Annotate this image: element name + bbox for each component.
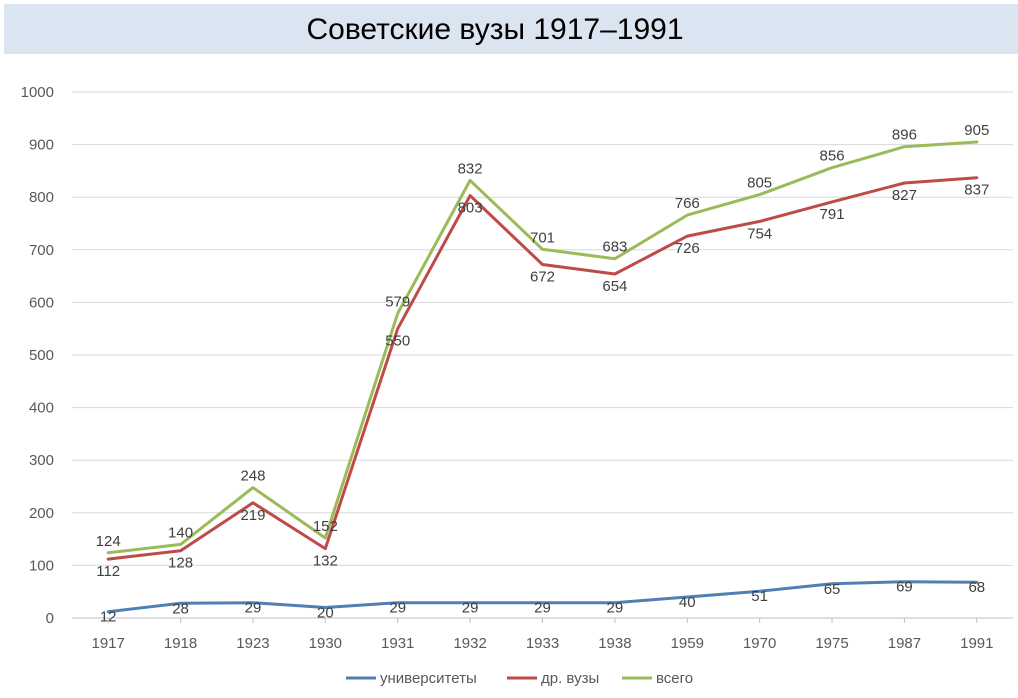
y-tick-label: 400: [29, 400, 54, 417]
series-line-2: [106, 140, 979, 555]
x-tick-label: 1933: [526, 635, 559, 652]
data-label: 51: [751, 588, 768, 605]
data-label: 701: [530, 229, 555, 246]
data-label: 248: [240, 468, 265, 485]
series-line-0: [106, 580, 979, 614]
series-lines: [106, 140, 979, 614]
y-tick-label: 100: [29, 557, 54, 574]
data-label: 29: [607, 600, 624, 617]
y-tick-label: 900: [29, 137, 54, 154]
x-tick-label: 1931: [381, 635, 414, 652]
data-label: 726: [675, 240, 700, 257]
x-tick-label: 1970: [743, 635, 776, 652]
data-label: 112: [96, 563, 120, 580]
x-tick-label: 1991: [960, 635, 993, 652]
data-label: 219: [240, 507, 265, 524]
y-tick-label: 600: [29, 294, 54, 311]
data-label: 654: [602, 278, 627, 295]
data-label: 827: [892, 187, 917, 204]
data-labels: 12 28 29 20 29 29 29 29 40 51 65 69 68 112 128 219 132 55…: [96, 122, 990, 626]
data-label: 29: [245, 600, 262, 617]
series-line-1: [106, 176, 979, 561]
data-label: 128: [168, 555, 193, 572]
data-label: 856: [820, 148, 845, 165]
x-tick-label: 1959: [671, 635, 704, 652]
y-axis-tick-labels: 0 100 200 300 400 500 600 700 800 900 1000: [21, 84, 54, 627]
data-label: 803: [458, 200, 483, 217]
y-tick-label: 500: [29, 347, 54, 364]
data-label: 40: [679, 594, 696, 611]
chart-title: Советские вузы 1917–1991: [306, 13, 684, 46]
data-label: 579: [385, 293, 410, 310]
data-label: 152: [313, 518, 338, 535]
gridlines: [72, 91, 1013, 619]
x-tick-label: 1938: [598, 635, 631, 652]
y-tick-label: 200: [29, 505, 54, 522]
chart-title-bar: Советские вузы 1917–1991: [4, 4, 1018, 54]
legend-label: университеты: [380, 670, 477, 687]
data-label: 550: [385, 333, 410, 350]
legend: университеты др. вузы всего: [346, 670, 693, 687]
data-label: 20: [317, 604, 334, 621]
y-tick-label: 300: [29, 452, 54, 469]
data-label: 68: [968, 579, 985, 596]
data-label: 140: [168, 524, 193, 541]
data-label: 124: [96, 533, 121, 550]
y-tick-label: 800: [29, 189, 54, 206]
data-label: 832: [458, 160, 483, 177]
x-tick-label: 1930: [309, 635, 342, 652]
data-label: 65: [824, 581, 841, 598]
x-tick-label: 1923: [236, 635, 269, 652]
legend-label: др. вузы: [541, 670, 599, 687]
x-tick-label: 1987: [888, 635, 921, 652]
data-label: 132: [313, 553, 338, 570]
y-tick-label: 700: [29, 242, 54, 259]
x-axis-tick-labels: 1917 1918 1923 1930 1931 1932 1933 1938 1959 1970…: [92, 618, 993, 652]
data-label: 766: [675, 195, 700, 212]
data-label: 896: [892, 127, 917, 144]
data-label: 791: [820, 206, 845, 223]
x-tick-label: 1932: [453, 635, 486, 652]
data-label: 29: [462, 600, 479, 617]
data-label: 12: [100, 609, 117, 626]
data-label: 69: [896, 579, 913, 596]
data-label: 905: [964, 122, 989, 139]
y-tick-label: 1000: [21, 84, 54, 101]
y-tick-label: 0: [46, 610, 54, 627]
data-label: 754: [747, 225, 772, 242]
data-label: 28: [172, 600, 189, 617]
legend-label: всего: [656, 670, 693, 687]
data-label: 672: [530, 269, 555, 286]
data-label: 805: [747, 175, 772, 192]
x-tick-label: 1917: [92, 635, 125, 652]
x-tick-label: 1918: [164, 635, 197, 652]
data-label: 837: [964, 182, 989, 199]
data-label: 683: [602, 239, 627, 256]
x-tick-label: 1975: [815, 635, 848, 652]
data-label: 29: [534, 600, 551, 617]
data-label: 29: [389, 600, 406, 617]
